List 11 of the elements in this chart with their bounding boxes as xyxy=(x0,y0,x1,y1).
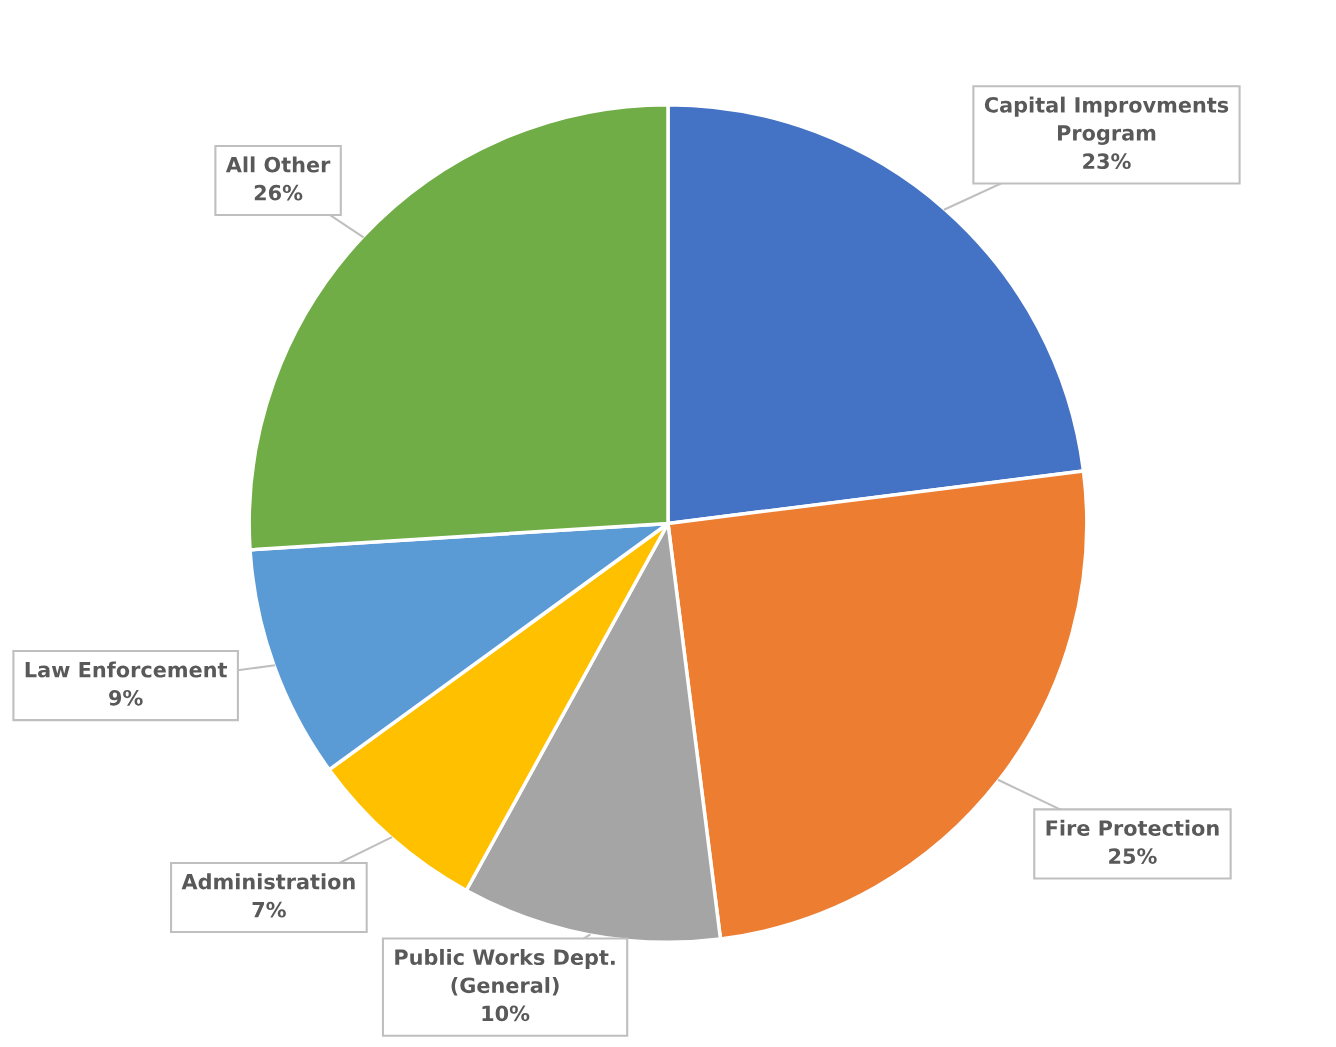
slice-label: Administration xyxy=(181,873,355,890)
data-label: 9% xyxy=(109,689,143,706)
data-label: 26% xyxy=(254,184,303,201)
slice-label: Fire Protection xyxy=(1046,819,1219,836)
slice-label: Capital Improvments Program xyxy=(984,96,1229,146)
data-label: 25% xyxy=(1109,848,1157,864)
data-label: 23% xyxy=(1083,153,1131,170)
data-label: 7% xyxy=(252,901,286,918)
data-label: 10% xyxy=(482,1005,530,1022)
slice-label: All Other xyxy=(225,156,331,173)
slice-label: Law Enforcement xyxy=(25,661,227,678)
